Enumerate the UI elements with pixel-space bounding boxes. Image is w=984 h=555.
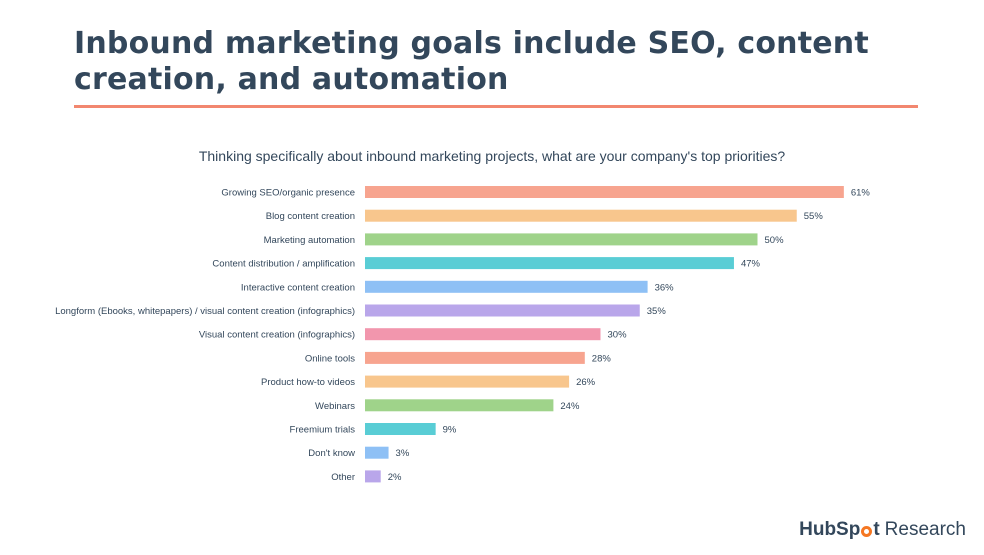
value-label: 9%	[443, 425, 457, 436]
bar	[365, 351, 585, 364]
value-label: 30%	[608, 330, 628, 341]
category-label: Blog content creation	[266, 211, 355, 222]
category-label: Product how-to videos	[261, 377, 355, 388]
bar	[365, 186, 844, 198]
bar	[365, 280, 648, 293]
brand-hub: HubSp	[799, 519, 861, 540]
category-label: Content distribution / amplification	[212, 259, 355, 270]
title-underline	[74, 105, 918, 108]
value-label: 61%	[851, 188, 871, 199]
category-label: Marketing automation	[264, 235, 355, 246]
category-label: Don't know	[308, 448, 355, 459]
value-label: 28%	[592, 353, 612, 364]
chart-title: Inbound marketing goals include SEO, con…	[74, 26, 869, 97]
bar	[365, 470, 381, 483]
category-label: Interactive content creation	[241, 282, 355, 293]
category-label: Visual content creation (infographics)	[199, 330, 355, 341]
category-label: Webinars	[315, 401, 355, 412]
value-label: 50%	[765, 235, 785, 246]
bar	[365, 375, 570, 388]
value-label: 26%	[576, 377, 596, 388]
brand-t: t	[873, 519, 880, 540]
category-label: Longform (Ebooks, whitepapers) / visual …	[55, 306, 355, 317]
category-label: Freemium trials	[290, 425, 356, 436]
value-label: 35%	[647, 306, 667, 317]
bar	[365, 257, 734, 270]
chart-question: Thinking specifically about inbound mark…	[198, 148, 786, 164]
sprocket-icon	[861, 525, 873, 537]
bar	[365, 304, 640, 317]
value-label: 2%	[388, 472, 402, 483]
bar	[365, 446, 389, 459]
category-label: Growing SEO/organic presence	[221, 188, 355, 199]
value-label: 55%	[804, 211, 824, 222]
value-label: 3%	[396, 448, 410, 459]
brand-research: Research	[884, 519, 966, 540]
bar	[365, 233, 758, 246]
bar	[365, 328, 601, 341]
value-label: 24%	[560, 401, 580, 412]
hubspot-research-logo: HubSp t Research	[799, 519, 966, 541]
value-label: 47%	[741, 259, 761, 270]
category-label: Online tools	[305, 353, 355, 364]
bar	[365, 209, 797, 222]
value-label: 36%	[655, 282, 675, 293]
category-label: Other	[331, 472, 355, 483]
bar-chart: Growing SEO/organic presence 61% Blog cont…	[55, 186, 871, 483]
bar	[365, 399, 554, 412]
bar	[365, 423, 436, 435]
